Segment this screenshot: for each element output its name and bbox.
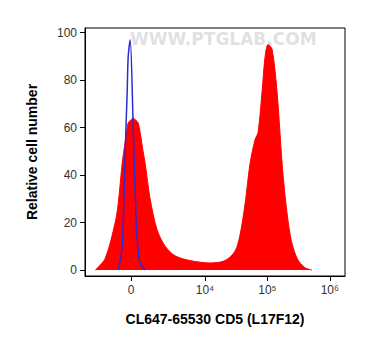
svg-text:CL647-65530 CD5 (L17F12): CL647-65530 CD5 (L17F12) — [126, 311, 305, 327]
svg-text:10⁶: 10⁶ — [321, 283, 339, 297]
svg-text:20: 20 — [64, 216, 78, 230]
svg-text:80: 80 — [64, 73, 78, 87]
svg-text:0: 0 — [70, 263, 77, 277]
svg-text:10⁴: 10⁴ — [196, 283, 215, 297]
svg-text:WWW.PTGLAB.COM: WWW.PTGLAB.COM — [130, 29, 317, 49]
svg-text:60: 60 — [64, 121, 78, 135]
svg-text:40: 40 — [64, 168, 78, 182]
svg-text:100: 100 — [57, 26, 77, 40]
svg-text:Relative cell number: Relative cell number — [24, 83, 40, 220]
svg-text:10⁵: 10⁵ — [258, 283, 276, 297]
svg-text:0: 0 — [128, 283, 135, 297]
